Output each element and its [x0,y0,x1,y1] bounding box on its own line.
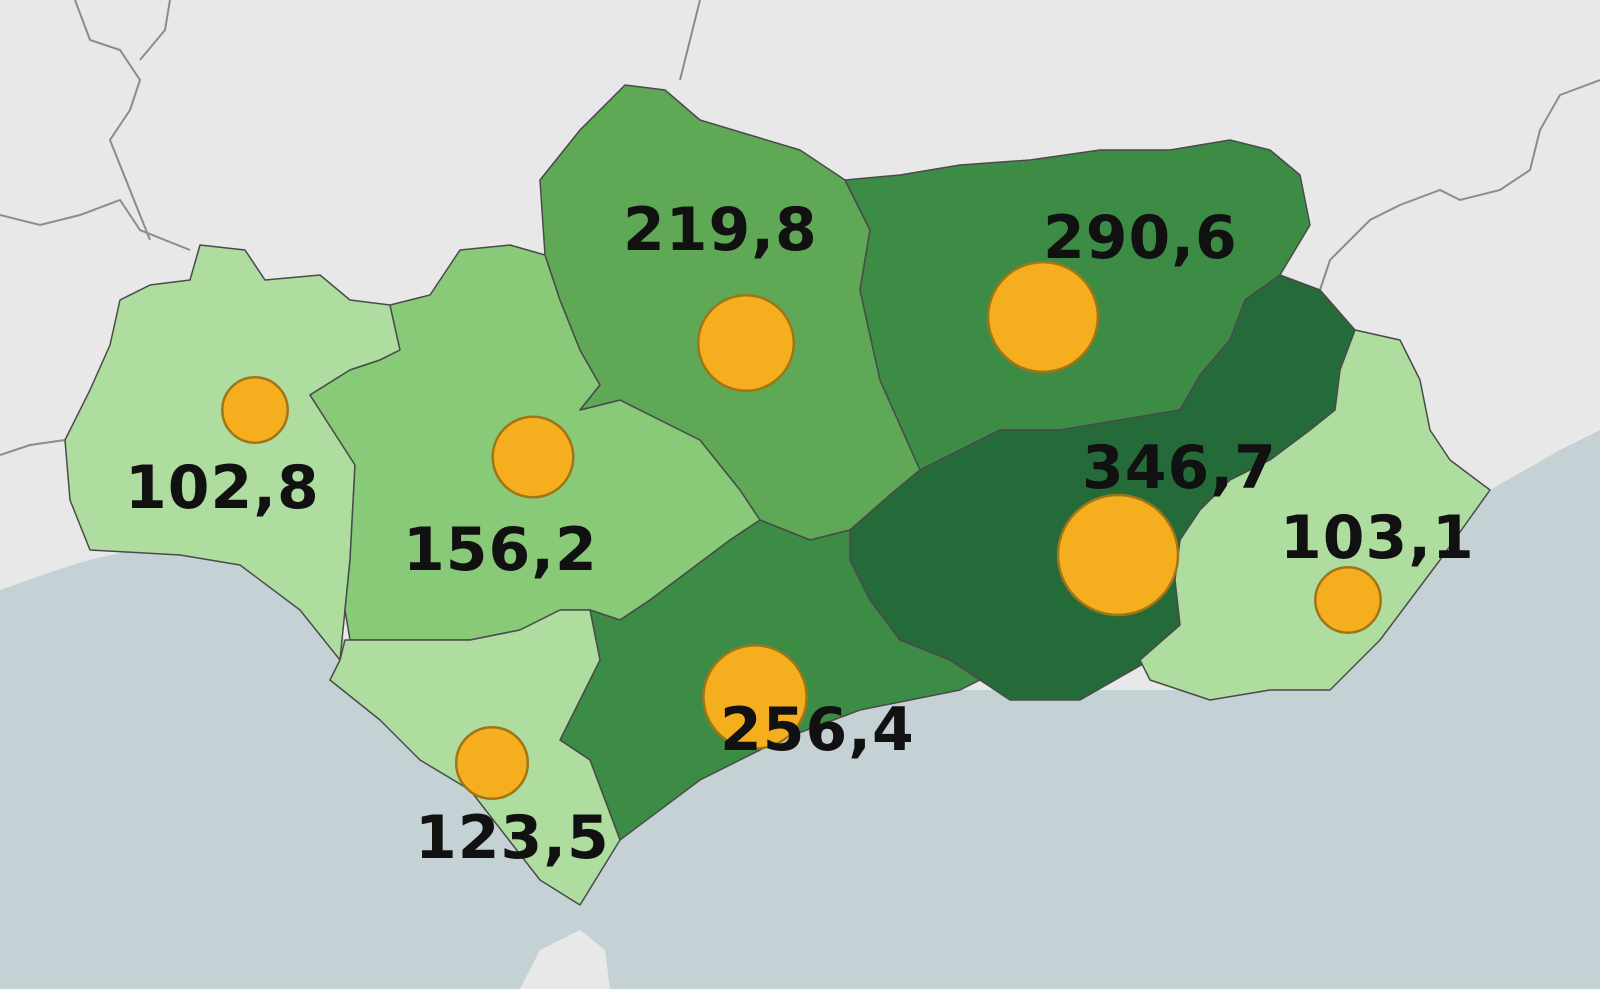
outer-borders [0,0,1600,456]
label-jaen: 290,6 [1043,203,1238,273]
bubble-malaga[interactable] [702,644,808,750]
label-almeria: 103,1 [1280,503,1475,573]
label-granada: 346,7 [1082,433,1277,503]
label-sevilla: 156,2 [403,515,598,585]
province-almeria[interactable] [1139,329,1491,701]
bubble-almeria[interactable] [1314,566,1382,634]
bubble-cordoba[interactable] [696,293,796,393]
bubble-cadiz[interactable] [454,725,530,801]
coast-fragment [520,930,610,989]
label-cordoba: 219,8 [623,195,818,265]
label-malaga: 256,4 [720,695,915,765]
bubble-jaen[interactable] [986,260,1100,374]
sea [0,430,1600,989]
value-labels: 102,8 156,2 219,8 290,6 346,7 103,1 256,… [125,195,1475,873]
bubbles [221,260,1382,801]
bubble-huelva[interactable] [221,376,289,444]
bubble-sevilla[interactable] [491,415,575,499]
bubble-granada[interactable] [1056,493,1180,617]
label-huelva: 102,8 [125,453,320,523]
label-cadiz: 123,5 [415,803,610,873]
